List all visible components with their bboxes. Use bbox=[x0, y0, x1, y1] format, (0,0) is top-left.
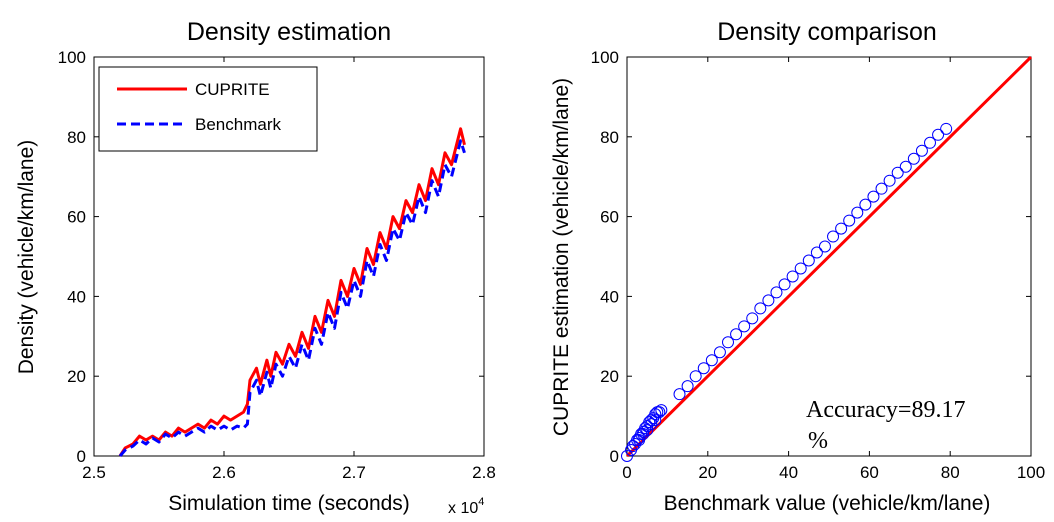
y-tick-label: 40 bbox=[600, 287, 619, 306]
scatter-point bbox=[649, 414, 662, 427]
scatter-point bbox=[645, 414, 658, 427]
legend-label-cuprite: CUPRITE bbox=[195, 80, 270, 99]
x-axis-label: Simulation time (seconds) bbox=[168, 492, 410, 515]
scatter-point bbox=[940, 122, 953, 135]
y-tick-label: 80 bbox=[67, 128, 86, 147]
scatter-point bbox=[689, 370, 702, 383]
x-axis-label: Benchmark value (vehicle/km/lane) bbox=[664, 492, 991, 515]
scatter-point bbox=[899, 160, 912, 173]
x-tick-label: 60 bbox=[860, 463, 879, 482]
scatter-point bbox=[643, 416, 656, 429]
scatter-point bbox=[802, 254, 815, 267]
series-line-benchmark bbox=[118, 139, 466, 457]
scatter-point bbox=[637, 428, 650, 441]
scatter-point bbox=[915, 144, 928, 157]
accuracy-annotation-line1: Accuracy=89.17 bbox=[806, 397, 965, 423]
y-tick-label: 0 bbox=[610, 447, 619, 466]
scatter-point bbox=[786, 270, 799, 283]
scatter-point bbox=[891, 166, 904, 179]
scatter-point bbox=[794, 262, 807, 275]
scatter-point bbox=[653, 406, 666, 419]
scatter-point bbox=[621, 450, 633, 462]
scatter-point bbox=[705, 354, 718, 367]
accuracy-annotation-line2: % bbox=[808, 428, 828, 454]
scatter-point bbox=[867, 190, 880, 203]
scatter-point bbox=[778, 278, 791, 291]
scatter-point bbox=[827, 230, 840, 243]
y-axis-label: CUPRITE estimation (vehicle/km/lane) bbox=[550, 78, 573, 436]
axes-frame bbox=[626, 56, 1032, 457]
scatter-point bbox=[875, 182, 888, 195]
scatter-point bbox=[932, 128, 945, 141]
scatter-point bbox=[754, 302, 767, 315]
x-axis-multiplier: x 104 bbox=[448, 496, 484, 517]
density-comparison-panel: Density comparison 0 20 40 60 80 100 0 20 40 60 80… bbox=[550, 18, 1045, 515]
x-tick-label: 2.5 bbox=[82, 463, 106, 482]
y-tick-label: 100 bbox=[591, 48, 619, 67]
x-tick-label: 80 bbox=[941, 463, 960, 482]
x-tick-label: 2.6 bbox=[212, 463, 236, 482]
x-axis-multiplier-exponent: 4 bbox=[478, 496, 484, 508]
chart-title: Density estimation bbox=[187, 18, 391, 46]
scatter-point bbox=[633, 434, 646, 447]
x-tick-label: 2.7 bbox=[342, 463, 366, 482]
x-tick-label: 0 bbox=[622, 463, 631, 482]
x-tick-label: 100 bbox=[1017, 463, 1045, 482]
y-tick-label: 100 bbox=[58, 48, 86, 67]
scatter-point bbox=[738, 320, 751, 333]
legend-label-benchmark: Benchmark bbox=[195, 115, 281, 134]
series-line-cuprite bbox=[118, 127, 466, 457]
scatter-point bbox=[746, 312, 759, 325]
scatter-point bbox=[843, 214, 856, 227]
x-tick-label: 2.8 bbox=[472, 463, 496, 482]
scatter-point bbox=[883, 174, 896, 187]
scatter-point bbox=[713, 346, 726, 359]
y-tick-label: 40 bbox=[67, 287, 86, 306]
y-tick-label: 80 bbox=[600, 128, 619, 147]
plot-area: 0 20 40 60 80 100 0 20 40 60 80 100 bbox=[591, 48, 1046, 482]
x-tick-label: 20 bbox=[698, 463, 717, 482]
scatter-point bbox=[681, 380, 694, 393]
y-tick-label: 60 bbox=[600, 208, 619, 227]
scatter-point bbox=[835, 222, 848, 235]
y-tick-label: 0 bbox=[77, 447, 86, 466]
x-tick-label: 40 bbox=[779, 463, 798, 482]
scatter-point bbox=[851, 206, 864, 219]
y-tick-label: 20 bbox=[600, 367, 619, 386]
legend: CUPRITE Benchmark bbox=[98, 66, 318, 152]
scatter-point bbox=[859, 198, 872, 211]
legend-box bbox=[98, 66, 318, 152]
axes-frame bbox=[93, 56, 485, 457]
scatter-point bbox=[770, 286, 783, 299]
scatter-point bbox=[730, 328, 743, 341]
scatter-point bbox=[641, 424, 654, 437]
scatter-point bbox=[697, 362, 710, 375]
y-axis-label: Density (vehicle/km/lane) bbox=[15, 140, 38, 375]
y-tick-label: 60 bbox=[67, 208, 86, 227]
scatter-point bbox=[673, 388, 686, 401]
scatter-point bbox=[645, 418, 658, 431]
scatter-point bbox=[639, 422, 652, 435]
scatter-point bbox=[907, 152, 920, 165]
scatter-point bbox=[762, 294, 775, 307]
scatter-point bbox=[722, 336, 734, 349]
y-tick-label: 20 bbox=[67, 367, 86, 386]
scatter-point bbox=[627, 440, 640, 453]
chart-title: Density comparison bbox=[717, 18, 937, 46]
scatter-point bbox=[818, 240, 831, 253]
x-axis-multiplier-base: x 10 bbox=[448, 500, 478, 517]
reference-line bbox=[625, 55, 1033, 458]
scatter-point bbox=[810, 246, 823, 259]
scatter-point bbox=[924, 136, 936, 149]
scatter-point bbox=[655, 404, 668, 417]
plot-area: 2.5 2.6 2.7 2.8 0 20 40 60 80 100 bbox=[58, 48, 496, 482]
density-estimation-panel: Density estimation 2.5 2.6 2.7 2.8 0 20 40 60 80… bbox=[15, 18, 496, 517]
